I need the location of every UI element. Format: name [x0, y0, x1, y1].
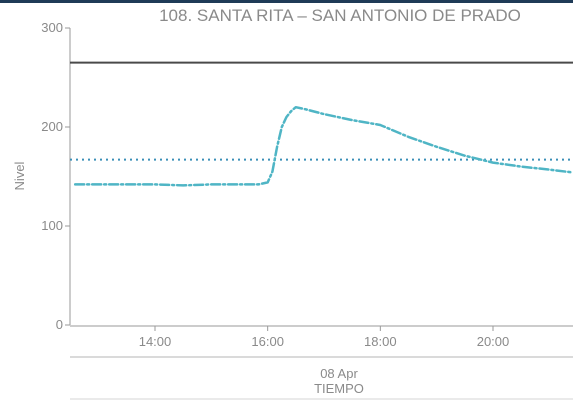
- y-tick-label-200: 200: [41, 119, 63, 134]
- header-strip: [0, 0, 573, 3]
- x-tick-label-2000: 20:00: [477, 334, 510, 349]
- x-tick-label-1800: 18:00: [364, 334, 397, 349]
- chart-title: 108. SANTA RITA – SAN ANTONIO DE PRADO: [159, 6, 521, 25]
- y-tick-label-300: 300: [41, 20, 63, 35]
- y-tick-label-0: 0: [56, 317, 63, 332]
- y-axis-label: Nivel: [12, 161, 27, 190]
- x-tick-label-1400: 14:00: [139, 334, 172, 349]
- x-tick-label-1600: 16:00: [251, 334, 284, 349]
- x-axis-label: TIEMPO: [314, 381, 364, 396]
- plot-area: 0 100 200 300 14:00 16:00 18:00 20:00: [41, 20, 573, 400]
- series-line-0: [73, 105, 573, 187]
- y-tick-label-100: 100: [41, 218, 63, 233]
- x-date-label: 08 Apr: [320, 366, 358, 381]
